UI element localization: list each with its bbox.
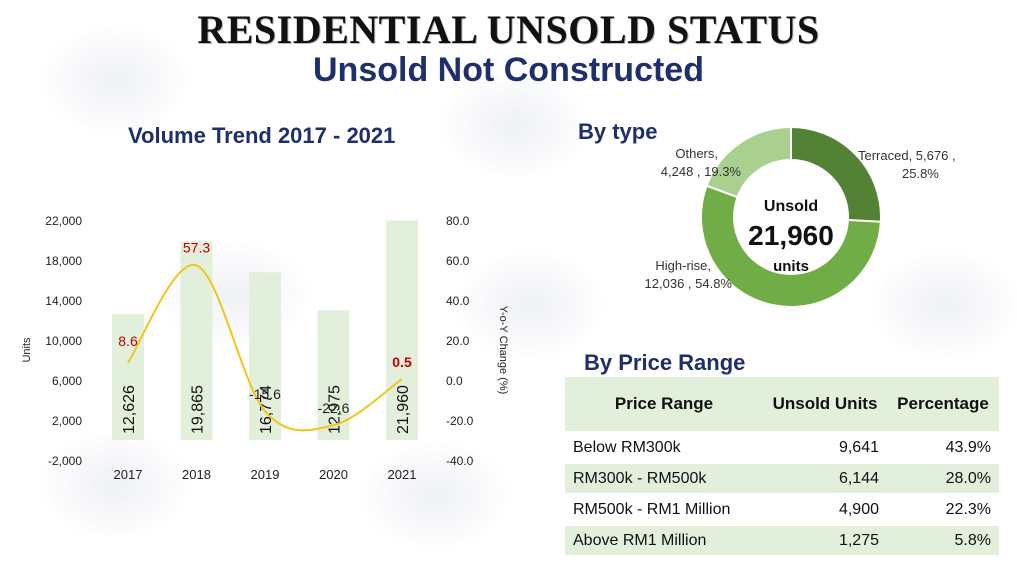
donut-slice-label: Terraced, 5,676 , — [858, 148, 956, 163]
bar-value-label: 19,865 — [190, 385, 207, 434]
volume-trend-title: Volume Trend 2017 - 2021 — [128, 123, 396, 148]
bar-value-label: 21,960 — [395, 385, 412, 434]
column-header-price-range: Price Range — [565, 377, 763, 433]
donut-slice-value-label: 25.8% — [902, 166, 939, 181]
y-axis-tick-label: -2,000 — [48, 454, 82, 468]
donut-center-unit: units — [773, 258, 809, 275]
unsold-units-cell: 1,275 — [763, 526, 887, 557]
bar-value-label: 16,774 — [258, 385, 275, 434]
y2-axis-tick-label: -40.0 — [446, 454, 474, 468]
table-row: Above RM1 Million 1,275 5.8% — [565, 526, 999, 557]
watermark-logo — [40, 25, 190, 135]
price-range-table: Price Range Unsold Units Percentage Belo… — [565, 377, 999, 557]
yoy-value-label: -22.6 — [318, 400, 350, 416]
watermark-logo — [455, 250, 605, 360]
price-range-cell: Above RM1 Million — [565, 526, 763, 557]
yoy-value-label: 8.6 — [118, 333, 138, 349]
volume-trend-chart: -2,000 2,000 6,000 10,000 14,000 18,000 22,000… — [21, 214, 509, 482]
unsold-units-cell: 4,900 — [763, 495, 887, 526]
donut-center-value: 21,960 — [748, 220, 834, 251]
column-header-percentage: Percentage — [887, 377, 999, 433]
percentage-cell: 5.8% — [887, 526, 999, 557]
watermark-logo — [360, 440, 510, 550]
y-axis-tick-label: 10,000 — [45, 334, 82, 348]
y2-axis-title: Y-o-Y Change (%) — [497, 306, 509, 395]
bar-2021 — [386, 220, 418, 440]
price-range-cell: RM300k - RM500k — [565, 464, 763, 495]
yoy-value-label: 57.3 — [183, 239, 210, 255]
x-axis-tick-label: 2021 — [388, 467, 417, 482]
percentage-cell: 43.9% — [887, 433, 999, 464]
donut-slice-label: High-rise, — [655, 258, 711, 273]
donut-slice-value-label: 4,248 , 19.3% — [661, 164, 742, 179]
bar-value-label: 12,975 — [327, 385, 344, 434]
y2-axis-tick-label: 60.0 — [446, 254, 470, 268]
price-range-cell: Below RM300k — [565, 433, 763, 464]
x-axis-tick-label: 2019 — [251, 467, 280, 482]
y2-axis-tick-label: -20.0 — [446, 414, 474, 428]
percentage-cell: 22.3% — [887, 495, 999, 526]
page-title: RESIDENTIAL UNSOLD STATUS — [197, 7, 820, 52]
y-axis-tick-label: 22,000 — [45, 214, 82, 228]
x-axis-tick-label: 2020 — [319, 467, 348, 482]
yoy-change-line — [127, 264, 403, 432]
y2-axis-tick-label: 0.0 — [446, 374, 463, 388]
donut-slice-value-label: 12,036 , 54.8% — [645, 276, 733, 291]
yoy-value-label: 0.5 — [392, 354, 412, 370]
table-row: RM300k - RM500k 6,144 28.0% — [565, 464, 999, 495]
y-axis-tick-label: 14,000 — [45, 294, 82, 308]
bar-2017 — [112, 313, 144, 440]
price-range-title: By Price Range — [584, 350, 746, 375]
by-type-title: By type — [578, 119, 658, 144]
price-range-cell: RM500k - RM1 Million — [565, 495, 763, 526]
bar-value-label: 12,626 — [121, 385, 138, 434]
page-subtitle: Unsold Not Constructed — [313, 51, 704, 89]
watermark-logo — [440, 70, 590, 180]
table-header-row: Price Range Unsold Units Percentage — [565, 377, 999, 433]
percentage-cell: 28.0% — [887, 464, 999, 495]
donut-center-label: Unsold — [764, 198, 818, 215]
donut-slice-label: Others, — [675, 146, 718, 161]
yoy-value-label: -15.6 — [249, 386, 281, 402]
watermark-logo — [40, 430, 190, 540]
y-axis-tick-label: 18,000 — [45, 254, 82, 268]
donut-slice-high-rise — [700, 184, 882, 308]
y2-axis-tick-label: 20.0 — [446, 334, 470, 348]
y-axis-tick-label: 2,000 — [52, 414, 82, 428]
y-axis-title: Units — [21, 337, 33, 363]
unsold-units-cell: 6,144 — [763, 464, 887, 495]
table-row: Below RM300k 9,641 43.9% — [565, 433, 999, 464]
unsold-by-type-donut: Unsold 21,960 units Terraced, 5,676 , 25.8% H… — [645, 125, 956, 308]
x-axis-tick-label: 2017 — [114, 467, 143, 482]
watermark-logo — [870, 250, 1017, 360]
y2-axis-tick-label: 80.0 — [446, 214, 470, 228]
x-axis-tick-label: 2018 — [182, 467, 211, 482]
donut-slice-others — [705, 125, 792, 199]
y2-axis-tick-label: 40.0 — [446, 294, 470, 308]
y-axis-tick-label: 6,000 — [52, 374, 82, 388]
bar-2020 — [317, 310, 350, 440]
table-row: RM500k - RM1 Million 4,900 22.3% — [565, 495, 999, 526]
column-header-unsold-units: Unsold Units — [763, 377, 887, 433]
unsold-units-cell: 9,641 — [763, 433, 887, 464]
